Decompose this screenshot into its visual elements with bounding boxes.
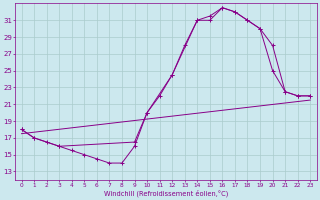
X-axis label: Windchill (Refroidissement éolien,°C): Windchill (Refroidissement éolien,°C) bbox=[104, 189, 228, 197]
